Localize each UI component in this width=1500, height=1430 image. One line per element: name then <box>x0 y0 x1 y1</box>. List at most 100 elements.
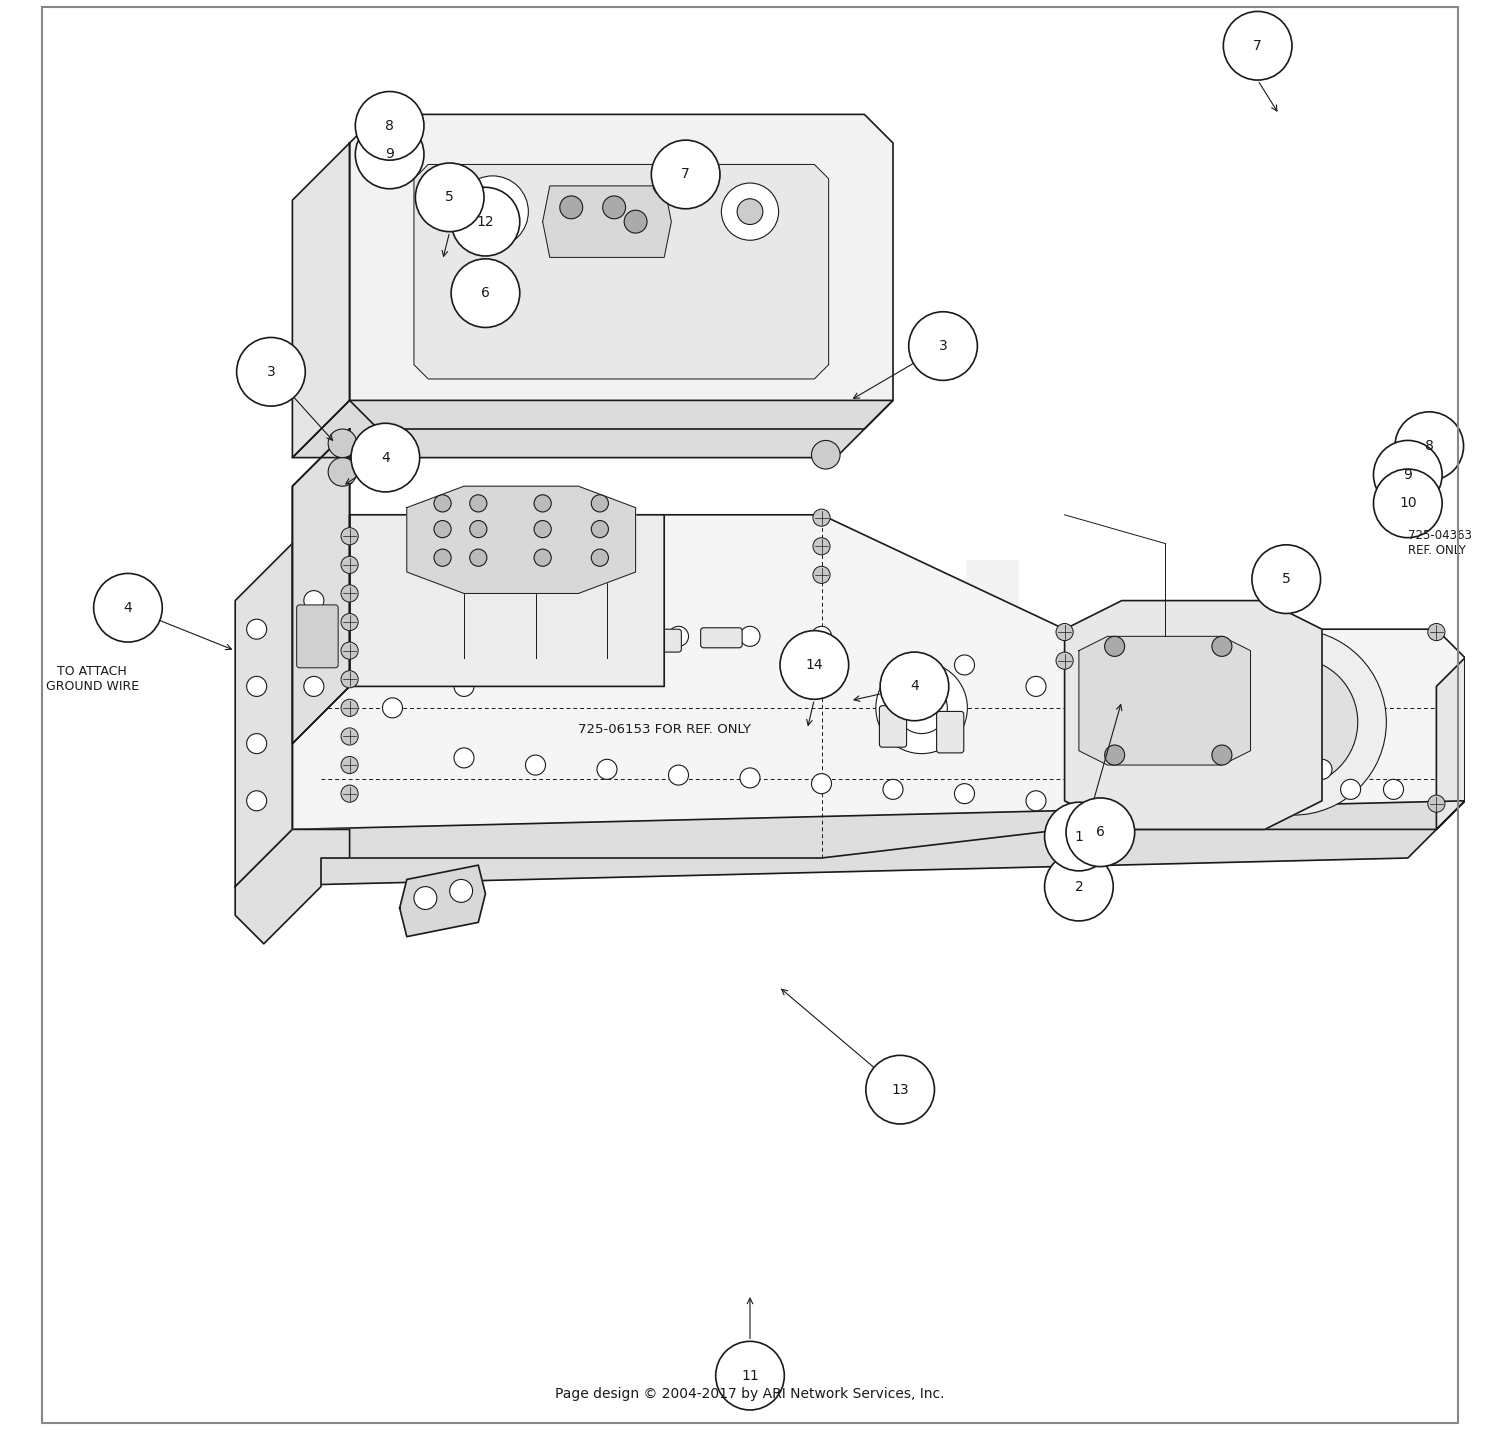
Circle shape <box>1240 808 1260 828</box>
Circle shape <box>328 458 357 486</box>
Circle shape <box>246 619 267 639</box>
Circle shape <box>525 655 546 675</box>
Circle shape <box>1212 745 1231 765</box>
Circle shape <box>560 196 582 219</box>
Text: 11: 11 <box>741 1369 759 1383</box>
Circle shape <box>525 755 546 775</box>
Circle shape <box>669 626 688 646</box>
Circle shape <box>340 585 358 602</box>
Text: 725-06153 FOR REF. ONLY: 725-06153 FOR REF. ONLY <box>579 722 752 736</box>
Circle shape <box>1240 741 1260 761</box>
Circle shape <box>382 698 402 718</box>
Polygon shape <box>292 429 350 744</box>
Circle shape <box>1044 852 1113 921</box>
Text: 725-04363
REF. ONLY: 725-04363 REF. ONLY <box>1408 529 1472 558</box>
Circle shape <box>1168 802 1190 822</box>
Polygon shape <box>1065 601 1322 829</box>
Circle shape <box>534 521 550 538</box>
Circle shape <box>1104 745 1125 765</box>
Circle shape <box>1383 779 1404 799</box>
Circle shape <box>1395 412 1464 480</box>
Circle shape <box>1026 676 1045 696</box>
Circle shape <box>597 641 616 661</box>
Circle shape <box>356 92 424 160</box>
Circle shape <box>246 791 267 811</box>
Circle shape <box>340 756 358 774</box>
Circle shape <box>356 120 424 189</box>
Circle shape <box>237 337 306 406</box>
Circle shape <box>740 768 760 788</box>
Polygon shape <box>292 143 350 458</box>
Circle shape <box>93 573 162 642</box>
Text: 2: 2 <box>1074 879 1083 894</box>
FancyBboxPatch shape <box>297 605 338 668</box>
Circle shape <box>452 259 520 327</box>
Circle shape <box>1056 652 1072 669</box>
Circle shape <box>304 633 324 654</box>
Text: 5: 5 <box>1282 572 1290 586</box>
Text: 14: 14 <box>806 658 824 672</box>
Circle shape <box>884 779 903 799</box>
Text: 1: 1 <box>1074 829 1083 844</box>
Circle shape <box>304 591 324 611</box>
Circle shape <box>1104 636 1125 656</box>
Circle shape <box>340 556 358 573</box>
Circle shape <box>534 549 550 566</box>
Circle shape <box>1066 798 1134 867</box>
Circle shape <box>813 566 830 583</box>
Circle shape <box>454 748 474 768</box>
Circle shape <box>470 495 488 512</box>
Circle shape <box>1228 658 1358 787</box>
Circle shape <box>716 1341 784 1410</box>
Polygon shape <box>1078 636 1251 765</box>
Circle shape <box>1341 779 1360 799</box>
Circle shape <box>340 528 358 545</box>
Circle shape <box>1098 798 1118 818</box>
Circle shape <box>591 495 609 512</box>
Circle shape <box>954 655 975 675</box>
Polygon shape <box>292 515 1466 858</box>
Circle shape <box>591 549 609 566</box>
Circle shape <box>1200 629 1386 815</box>
Circle shape <box>813 538 830 555</box>
Circle shape <box>340 642 358 659</box>
Circle shape <box>416 163 484 232</box>
Circle shape <box>954 784 975 804</box>
Circle shape <box>909 312 978 380</box>
Polygon shape <box>292 429 664 744</box>
FancyBboxPatch shape <box>548 635 610 658</box>
Circle shape <box>1252 545 1320 613</box>
Text: 8: 8 <box>386 119 394 133</box>
Circle shape <box>669 765 688 785</box>
Polygon shape <box>236 801 1466 887</box>
Circle shape <box>351 423 420 492</box>
Circle shape <box>1212 636 1231 656</box>
Circle shape <box>433 521 451 538</box>
Polygon shape <box>1437 658 1466 829</box>
Circle shape <box>476 194 510 229</box>
Circle shape <box>454 676 474 696</box>
Circle shape <box>736 199 764 225</box>
FancyBboxPatch shape <box>618 629 681 652</box>
Polygon shape <box>236 543 292 887</box>
Circle shape <box>458 176 528 247</box>
Text: 4: 4 <box>123 601 132 615</box>
Circle shape <box>304 676 324 696</box>
Circle shape <box>813 509 830 526</box>
Circle shape <box>740 626 760 646</box>
Polygon shape <box>399 865 486 937</box>
Polygon shape <box>414 164 828 379</box>
Circle shape <box>591 521 609 538</box>
Circle shape <box>433 549 451 566</box>
Circle shape <box>1056 623 1072 641</box>
Circle shape <box>534 495 550 512</box>
Text: 3: 3 <box>939 339 948 353</box>
Polygon shape <box>292 400 892 458</box>
FancyBboxPatch shape <box>936 712 964 754</box>
Text: 7: 7 <box>681 167 690 182</box>
Circle shape <box>603 196 625 219</box>
Circle shape <box>470 521 488 538</box>
Circle shape <box>452 187 520 256</box>
Text: 13: 13 <box>891 1083 909 1097</box>
Circle shape <box>414 887 436 909</box>
